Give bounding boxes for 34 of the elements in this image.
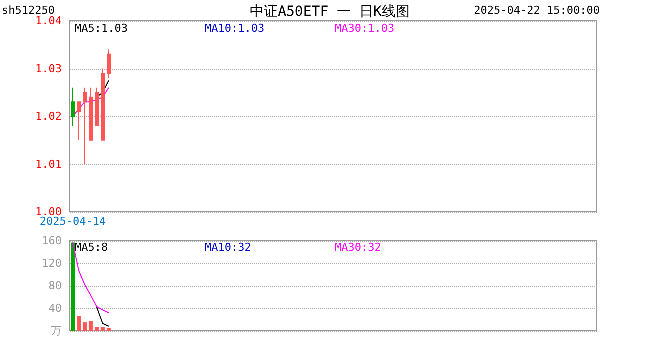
y-tick-label: 1.02 xyxy=(36,110,62,123)
chart-title: 中证A50ETF 一 日K线图 xyxy=(250,4,410,20)
candlestick xyxy=(71,87,75,127)
y-tick-label: 120 xyxy=(42,257,62,270)
y-tick-label: 160 xyxy=(42,234,62,248)
y-tick-label: 1.01 xyxy=(36,158,62,171)
text: 2025-04-22 15:00:00 xyxy=(474,4,600,17)
annotation: MA5:1.03 xyxy=(75,22,128,35)
bar xyxy=(82,322,87,331)
y-tick-label: 1.04 xyxy=(36,14,62,28)
y-tick-label: 40 xyxy=(48,302,62,315)
text: sh512250 xyxy=(2,4,55,17)
bar xyxy=(94,327,99,331)
x-tick-label: 2025-04-14 xyxy=(40,215,106,228)
annotation: MA30:32 xyxy=(335,241,382,254)
y-tick-label: 万 xyxy=(51,324,62,338)
bar xyxy=(100,327,105,331)
annotation: MA5:8 xyxy=(75,241,108,254)
bar xyxy=(106,328,111,331)
candlestick xyxy=(77,102,81,141)
bar xyxy=(70,242,75,331)
candlestick xyxy=(89,87,93,141)
bar xyxy=(88,321,93,331)
candlestick xyxy=(95,87,99,127)
annotation: MA10:32 xyxy=(205,241,252,254)
candlestick xyxy=(83,87,87,165)
candlestick xyxy=(101,68,105,141)
annotation: MA30:1.03 xyxy=(335,22,395,35)
annotation: MA10:1.03 xyxy=(205,22,265,35)
y-tick-label: 80 xyxy=(48,280,62,292)
bar xyxy=(76,316,81,331)
y-tick-label: 1.03 xyxy=(36,62,62,76)
line-series xyxy=(72,242,110,314)
candlestick xyxy=(107,49,111,79)
